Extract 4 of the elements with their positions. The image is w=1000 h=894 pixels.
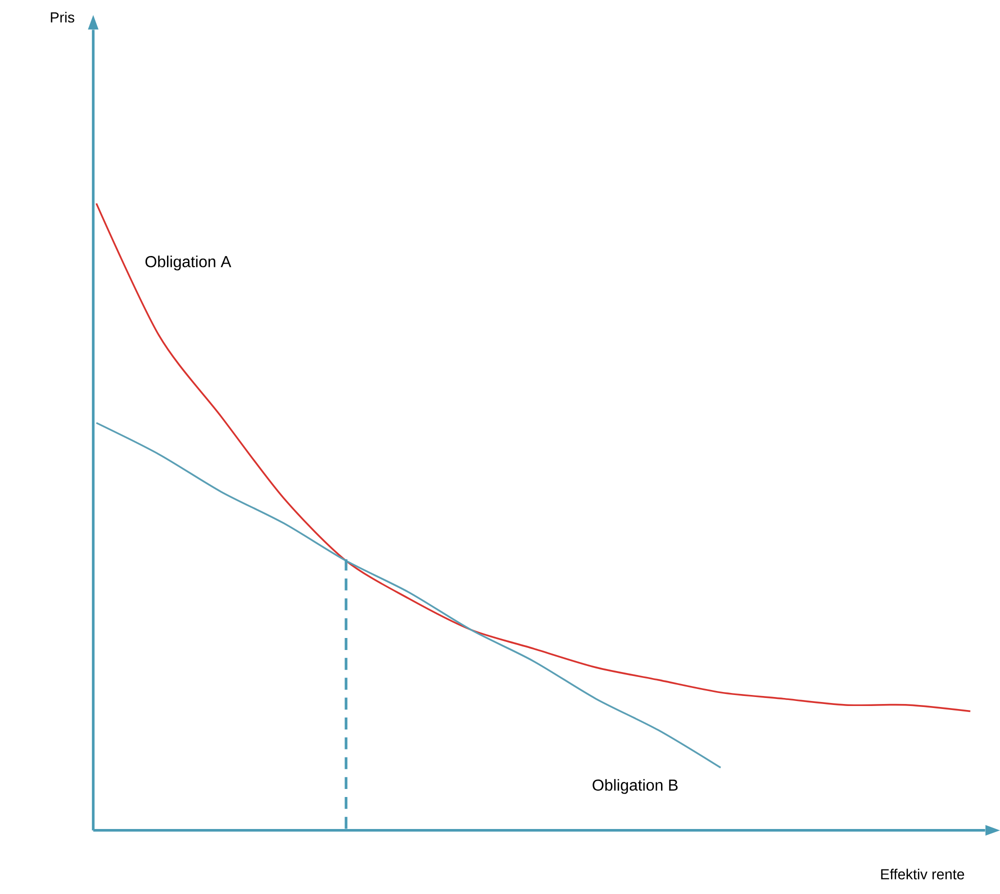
text: Pris [50, 12, 74, 23]
text: Obligation B [592, 779, 678, 794]
x-axis-title: Effektiv rente [881, 868, 964, 880]
series-label: Obligation A [145, 256, 232, 270]
